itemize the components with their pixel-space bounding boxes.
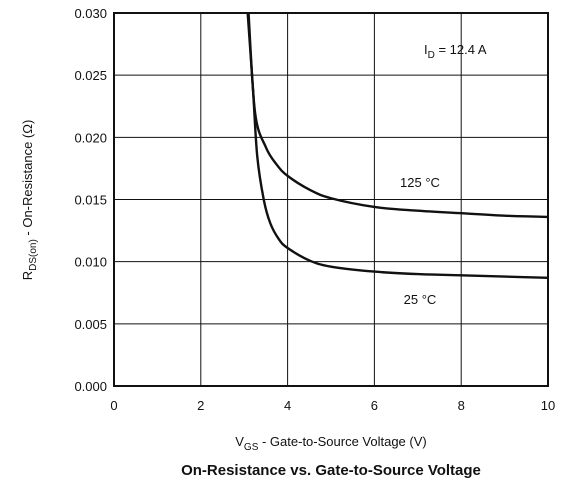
x-tick-label: 10	[541, 398, 555, 413]
y-tick-label: 0.020	[74, 130, 107, 145]
y-tick-label: 0.015	[74, 193, 107, 208]
x-tick-labels: 0 2 4 6 8 10	[110, 398, 555, 413]
x-tick-label: 8	[458, 398, 465, 413]
series-line-1	[246, 12, 549, 280]
series-labels: 125 °C 25 °C	[400, 175, 440, 307]
grid-lines	[114, 13, 548, 386]
x-tick-label: 2	[197, 398, 204, 413]
x-tick-label: 6	[371, 398, 378, 413]
series-label-1: 25 °C	[404, 292, 437, 307]
series-lines	[246, 12, 549, 280]
y-tick-labels: 0.000 0.005 0.010 0.015 0.020 0.025 0.030	[74, 6, 107, 394]
x-axis-label: VGS - Gate-to-Source Voltage (V)	[235, 434, 426, 453]
y-tick-label: 0.025	[74, 68, 107, 83]
y-tick-label: 0.000	[74, 379, 107, 394]
x-tick-label: 4	[284, 398, 291, 413]
y-tick-label: 0.010	[74, 255, 107, 270]
y-axis-label: RDS(on) - On-Resistance (Ω)	[20, 120, 39, 281]
y-tick-label: 0.030	[74, 6, 107, 21]
y-tick-label: 0.005	[74, 317, 107, 332]
chart-title: On-Resistance vs. Gate-to-Source Voltage	[181, 462, 481, 479]
id-annotation: ID = 12.4 A	[424, 42, 487, 61]
x-tick-label: 0	[110, 398, 117, 413]
plot-frame	[113, 12, 549, 387]
series-line-0	[247, 12, 549, 219]
series-label-0: 125 °C	[400, 175, 440, 190]
